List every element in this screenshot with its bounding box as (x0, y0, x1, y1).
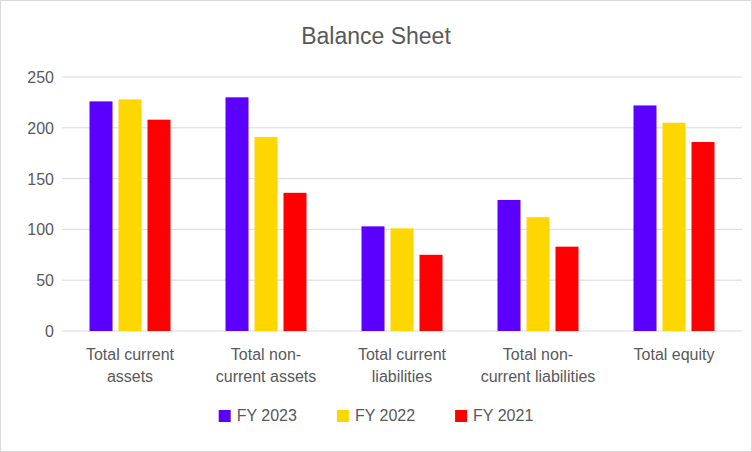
y-tick-label: 200 (27, 120, 54, 137)
x-tick-label: Total non-current liabilities (481, 346, 596, 385)
bar (255, 137, 278, 331)
chart-title: Balance Sheet (301, 23, 451, 49)
y-tick-label: 250 (27, 69, 54, 86)
bar (119, 99, 142, 331)
x-tick-label: Total current assets (86, 346, 175, 385)
bar (692, 142, 715, 331)
legend-swatch (337, 410, 349, 422)
legend-label: FY 2022 (355, 407, 415, 424)
x-tick-label-line: liabilities (372, 368, 432, 385)
legend-label: FY 2021 (473, 407, 533, 424)
bar (148, 120, 171, 331)
x-tick-label-line: assets (107, 368, 153, 385)
bar (226, 97, 249, 331)
legend-item: FY 2021 (455, 407, 533, 424)
bar (362, 226, 385, 331)
x-tick-label: Total equity (634, 346, 715, 363)
legend-item: FY 2023 (219, 407, 297, 424)
bar (284, 193, 307, 331)
bar (556, 247, 579, 331)
grid-line (62, 77, 742, 78)
bar (527, 217, 550, 331)
x-tick-label-line: Total current (358, 346, 447, 363)
bar (634, 105, 657, 331)
y-tick-label: 50 (36, 272, 54, 289)
x-tick-label-line: Total non- (503, 346, 573, 363)
x-tick-label-line: current assets (216, 368, 316, 385)
y-tick-label: 0 (45, 323, 54, 340)
x-tick-label-line: Total current (86, 346, 175, 363)
bar (420, 255, 443, 331)
chart-border (1, 1, 752, 452)
y-tick-label: 100 (27, 221, 54, 238)
bars (90, 97, 715, 331)
legend-label: FY 2023 (237, 407, 297, 424)
bar (90, 101, 113, 331)
legend: FY 2023 FY 2022 FY 2021 (219, 407, 534, 424)
y-tick-label: 150 (27, 171, 54, 188)
legend-swatch (455, 410, 467, 422)
x-tick-label: Total current liabilities (358, 346, 447, 385)
legend-item: FY 2022 (337, 407, 415, 424)
x-tick-label-line: Total non- (231, 346, 301, 363)
x-tick-label-line: current liabilities (481, 368, 596, 385)
bar (663, 123, 686, 331)
legend-swatch (219, 410, 231, 422)
bar (391, 228, 414, 331)
x-tick-label: Total non-current assets (216, 346, 316, 385)
chart: Balance Sheet 0 50 100 150 200 250 Total curren… (0, 0, 752, 452)
x-tick-label-line: Total equity (634, 346, 715, 363)
bar (498, 200, 521, 331)
